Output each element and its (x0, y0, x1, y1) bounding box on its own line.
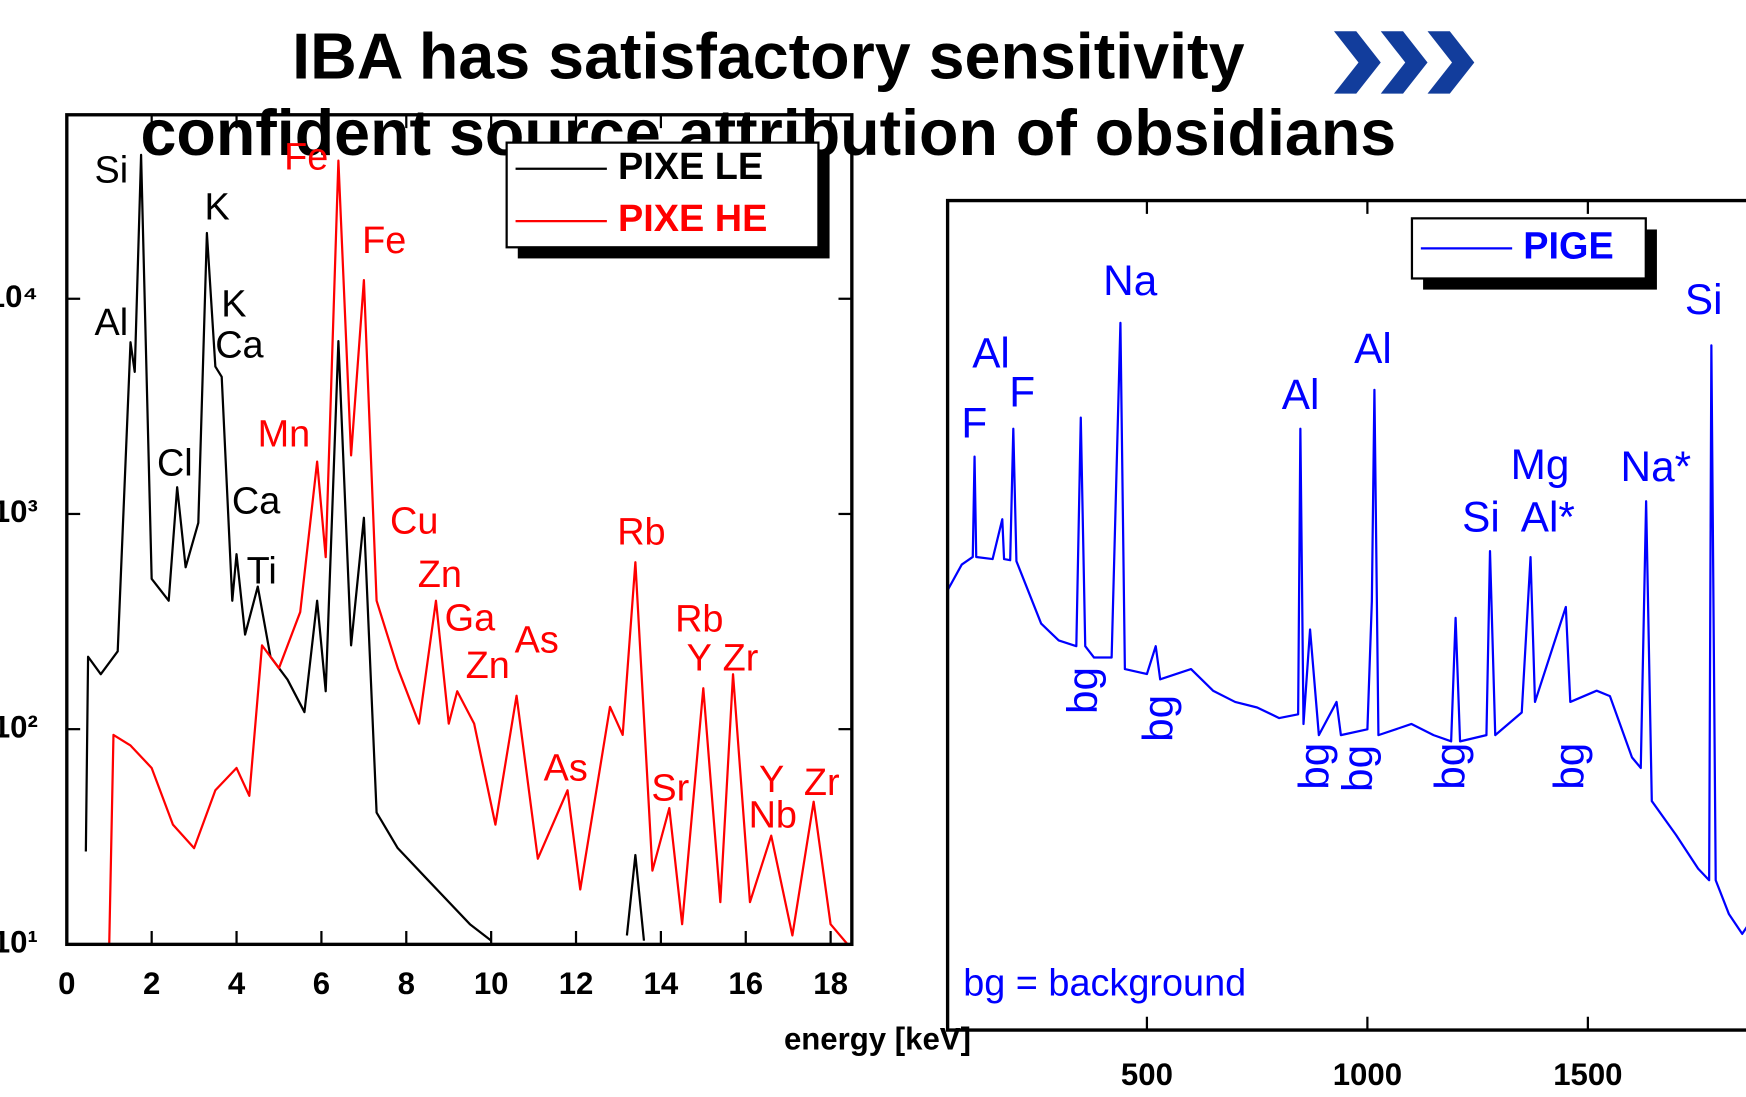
peak-label: bg (1426, 743, 1473, 790)
plot-frame (65, 113, 854, 947)
x-tick-label: 1000 (1333, 1057, 1402, 1092)
peak-label: Mg (1511, 441, 1570, 488)
peak-label: Ca (232, 480, 281, 522)
peak-label: Al (95, 302, 129, 344)
x-tick-label: 6 (313, 966, 330, 1001)
y-tick-label: 10⁴ (0, 279, 38, 314)
y-tick-label: 10³ (0, 494, 38, 529)
peak-label: Ga (445, 597, 496, 639)
plot-frame (945, 198, 1746, 1032)
peak-label: bg (1290, 743, 1337, 790)
peak-label: Zr (804, 762, 840, 804)
peak-label: Y (687, 637, 712, 679)
plots: 02468101214161810¹10²10³10⁴SiAlKKCaClCaT… (0, 113, 1746, 1092)
peak-label: Zn (466, 645, 510, 687)
peak-label: Sr (651, 768, 689, 810)
peak-label: Si (1685, 276, 1723, 323)
spectrum-line (108, 159, 849, 946)
x-tick-label: 16 (728, 966, 763, 1001)
chevron (1333, 31, 1381, 94)
title-line-1: IBA has satisfactory sensitivity (292, 20, 1244, 92)
peak-label: Cu (390, 500, 438, 542)
peak-label: Na* (1621, 443, 1692, 490)
peak-label: F (1009, 369, 1035, 416)
peak-label: Nb (749, 794, 797, 836)
peak-label: Al* (1521, 493, 1575, 540)
x-tick-label: 4 (228, 966, 246, 1001)
chevrons (1333, 31, 1475, 94)
x-tick-label: 12 (559, 966, 594, 1001)
x-tick-label: 0 (58, 966, 75, 1001)
x-tick-label: 500 (1121, 1057, 1173, 1092)
peak-label: Fe (362, 220, 406, 262)
peak-label: Si (95, 150, 129, 192)
peak-label: bg (1135, 695, 1182, 742)
peak-label: Si (1462, 493, 1500, 540)
peak-label: As (544, 748, 588, 790)
peak-label: Fe (284, 136, 328, 178)
x-tick-label: 10 (474, 966, 509, 1001)
peak-label: Al (1354, 325, 1392, 372)
legend-label: PIXE HE (618, 198, 767, 240)
peak-label: Rb (675, 598, 723, 640)
x-tick-label: 1500 (1553, 1057, 1622, 1092)
peak-label: Al (1282, 371, 1320, 418)
peak-label: Mn (258, 414, 311, 456)
peak-label: Y (759, 759, 784, 801)
plot: 02468101214161810¹10²10³10⁴SiAlKKCaClCaT… (0, 113, 971, 1056)
peak-label: Ca (215, 325, 264, 367)
peak-label: Al (972, 330, 1010, 377)
peak-label: Na (1103, 257, 1158, 304)
peak-label: K (221, 283, 246, 325)
chevron (1380, 31, 1428, 94)
x-tick-label: 2 (143, 966, 160, 1001)
chevron (1427, 31, 1475, 94)
legend-label: PIGE (1523, 225, 1613, 267)
x-tick-label: 14 (644, 966, 679, 1001)
peak-label: Zn (418, 554, 462, 596)
x-axis-title: energy [keV] (784, 1021, 971, 1056)
peak-label: bg (1334, 745, 1381, 792)
peak-label: bg (1059, 667, 1106, 714)
peak-label: Ti (247, 551, 277, 593)
legend-label: PIXE LE (618, 146, 763, 188)
x-tick-label: 8 (398, 966, 415, 1001)
spectrum-line (946, 321, 1746, 936)
peak-label: Cl (157, 443, 193, 485)
y-tick-label: 10¹ (0, 925, 38, 960)
peak-label: bg (1545, 743, 1592, 790)
note: bg = background (963, 963, 1246, 1005)
peak-label: Rb (617, 512, 665, 554)
peak-label: K (205, 186, 230, 228)
legend (505, 141, 820, 249)
peak-label: As (515, 620, 559, 662)
peak-label: Zr (723, 637, 759, 679)
spectrum-line (84, 153, 646, 942)
y-tick-label: 10² (0, 709, 38, 744)
peak-label: F (961, 400, 987, 447)
x-tick-label: 18 (813, 966, 848, 1001)
